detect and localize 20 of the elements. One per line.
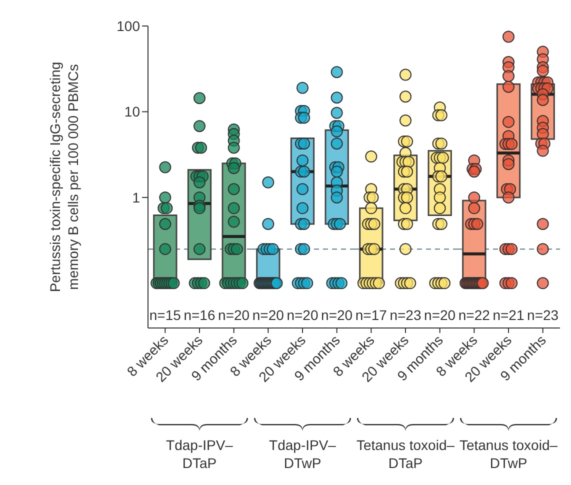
y-tick-label: 10 [124, 104, 140, 120]
annotation: n=15 [149, 307, 182, 323]
annotation: n=23 [390, 307, 422, 323]
y-tick-label: 1 [132, 189, 140, 206]
x-axis-title: Tdap-IPV–DTaP [166, 437, 234, 471]
annotation: n=17 [355, 307, 388, 323]
annotation: n=20 [218, 307, 250, 323]
annotation: n=16 [184, 307, 216, 323]
x-axis-title: Tetanus toxoid–DTwP [459, 437, 558, 471]
annotation: n=20 [252, 307, 284, 323]
annotation: n=21 [492, 307, 524, 323]
annotation: n=20 [286, 307, 318, 323]
annotation: n=23 [527, 307, 559, 323]
x-axis-title: Tdap-IPV–DTwP [269, 437, 336, 471]
y-tick-label: 100 [116, 18, 140, 34]
x-axis-title: Tetanus toxoid–DTaP [356, 437, 455, 471]
annotation: n=20 [321, 307, 353, 323]
annotation: n=20 [424, 307, 456, 323]
y-axis-title: Pertussis toxin-specific IgG-secreting memory B cells per 100 000 PBMCs [47, 62, 81, 292]
annotation: n=22 [458, 307, 490, 323]
